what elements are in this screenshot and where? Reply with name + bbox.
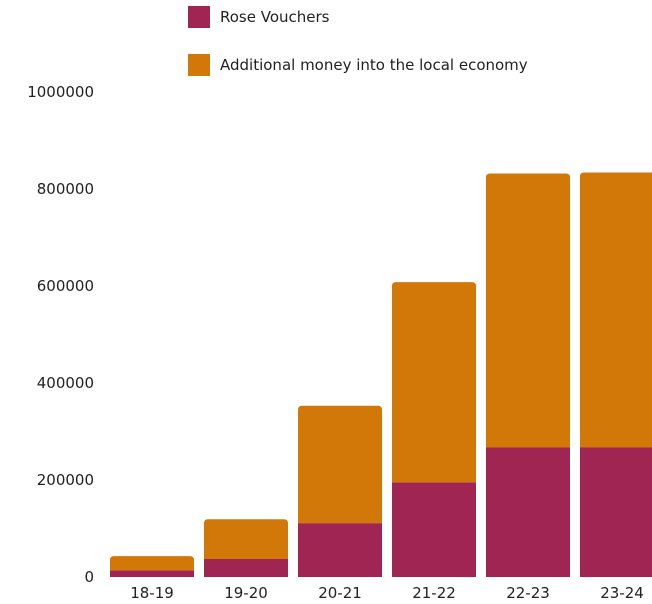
legend-label-rose-vouchers: Rose Vouchers <box>220 8 330 26</box>
bars <box>110 172 652 577</box>
y-tick-label: 200000 <box>37 471 94 489</box>
x-tick-label: 18-19 <box>130 584 174 602</box>
x-tick-label: 22-23 <box>506 584 550 602</box>
x-tick-label: 20-21 <box>318 584 362 602</box>
bar-segment-rose-vouchers-19-20 <box>204 559 288 577</box>
y-tick-label: 0 <box>84 568 94 586</box>
x-axis: 18-19 19-20 20-21 21-22 22-23 23-24 <box>130 584 644 602</box>
legend-label-additional-money: Additional money into the local economy <box>220 56 528 74</box>
bar-segment-rose-vouchers-18-19 <box>110 570 194 577</box>
x-tick-label: 23-24 <box>600 584 644 602</box>
legend-item-rose-vouchers: Rose Vouchers <box>188 5 528 29</box>
bar-segment-additional-money-20-21 <box>298 405 382 524</box>
bar-segment-rose-vouchers-23-24 <box>580 447 652 577</box>
legend-item-additional-money: Additional money into the local economy <box>188 53 528 77</box>
bar-segment-additional-money-19-20 <box>204 519 288 560</box>
x-tick-label: 19-20 <box>224 584 268 602</box>
y-tick-label: 1000000 <box>27 83 94 101</box>
legend-swatch-rose-vouchers <box>188 6 210 28</box>
y-tick-label: 800000 <box>37 180 94 198</box>
y-axis: 0 200000 400000 600000 800000 1000000 <box>27 83 94 586</box>
bar-segment-additional-money-23-24 <box>580 172 652 448</box>
bar-segment-rose-vouchers-22-23 <box>486 447 570 577</box>
y-tick-label: 400000 <box>37 374 94 392</box>
bar-segment-additional-money-18-19 <box>110 556 194 571</box>
y-tick-label: 600000 <box>37 277 94 295</box>
legend: Rose Vouchers Additional money into the … <box>188 5 528 101</box>
bar-segment-additional-money-22-23 <box>486 173 570 448</box>
bar-segment-rose-vouchers-21-22 <box>392 482 476 577</box>
legend-swatch-additional-money <box>188 54 210 76</box>
x-tick-label: 21-22 <box>412 584 456 602</box>
bar-segment-rose-vouchers-20-21 <box>298 523 382 577</box>
bar-segment-additional-money-21-22 <box>392 282 476 483</box>
